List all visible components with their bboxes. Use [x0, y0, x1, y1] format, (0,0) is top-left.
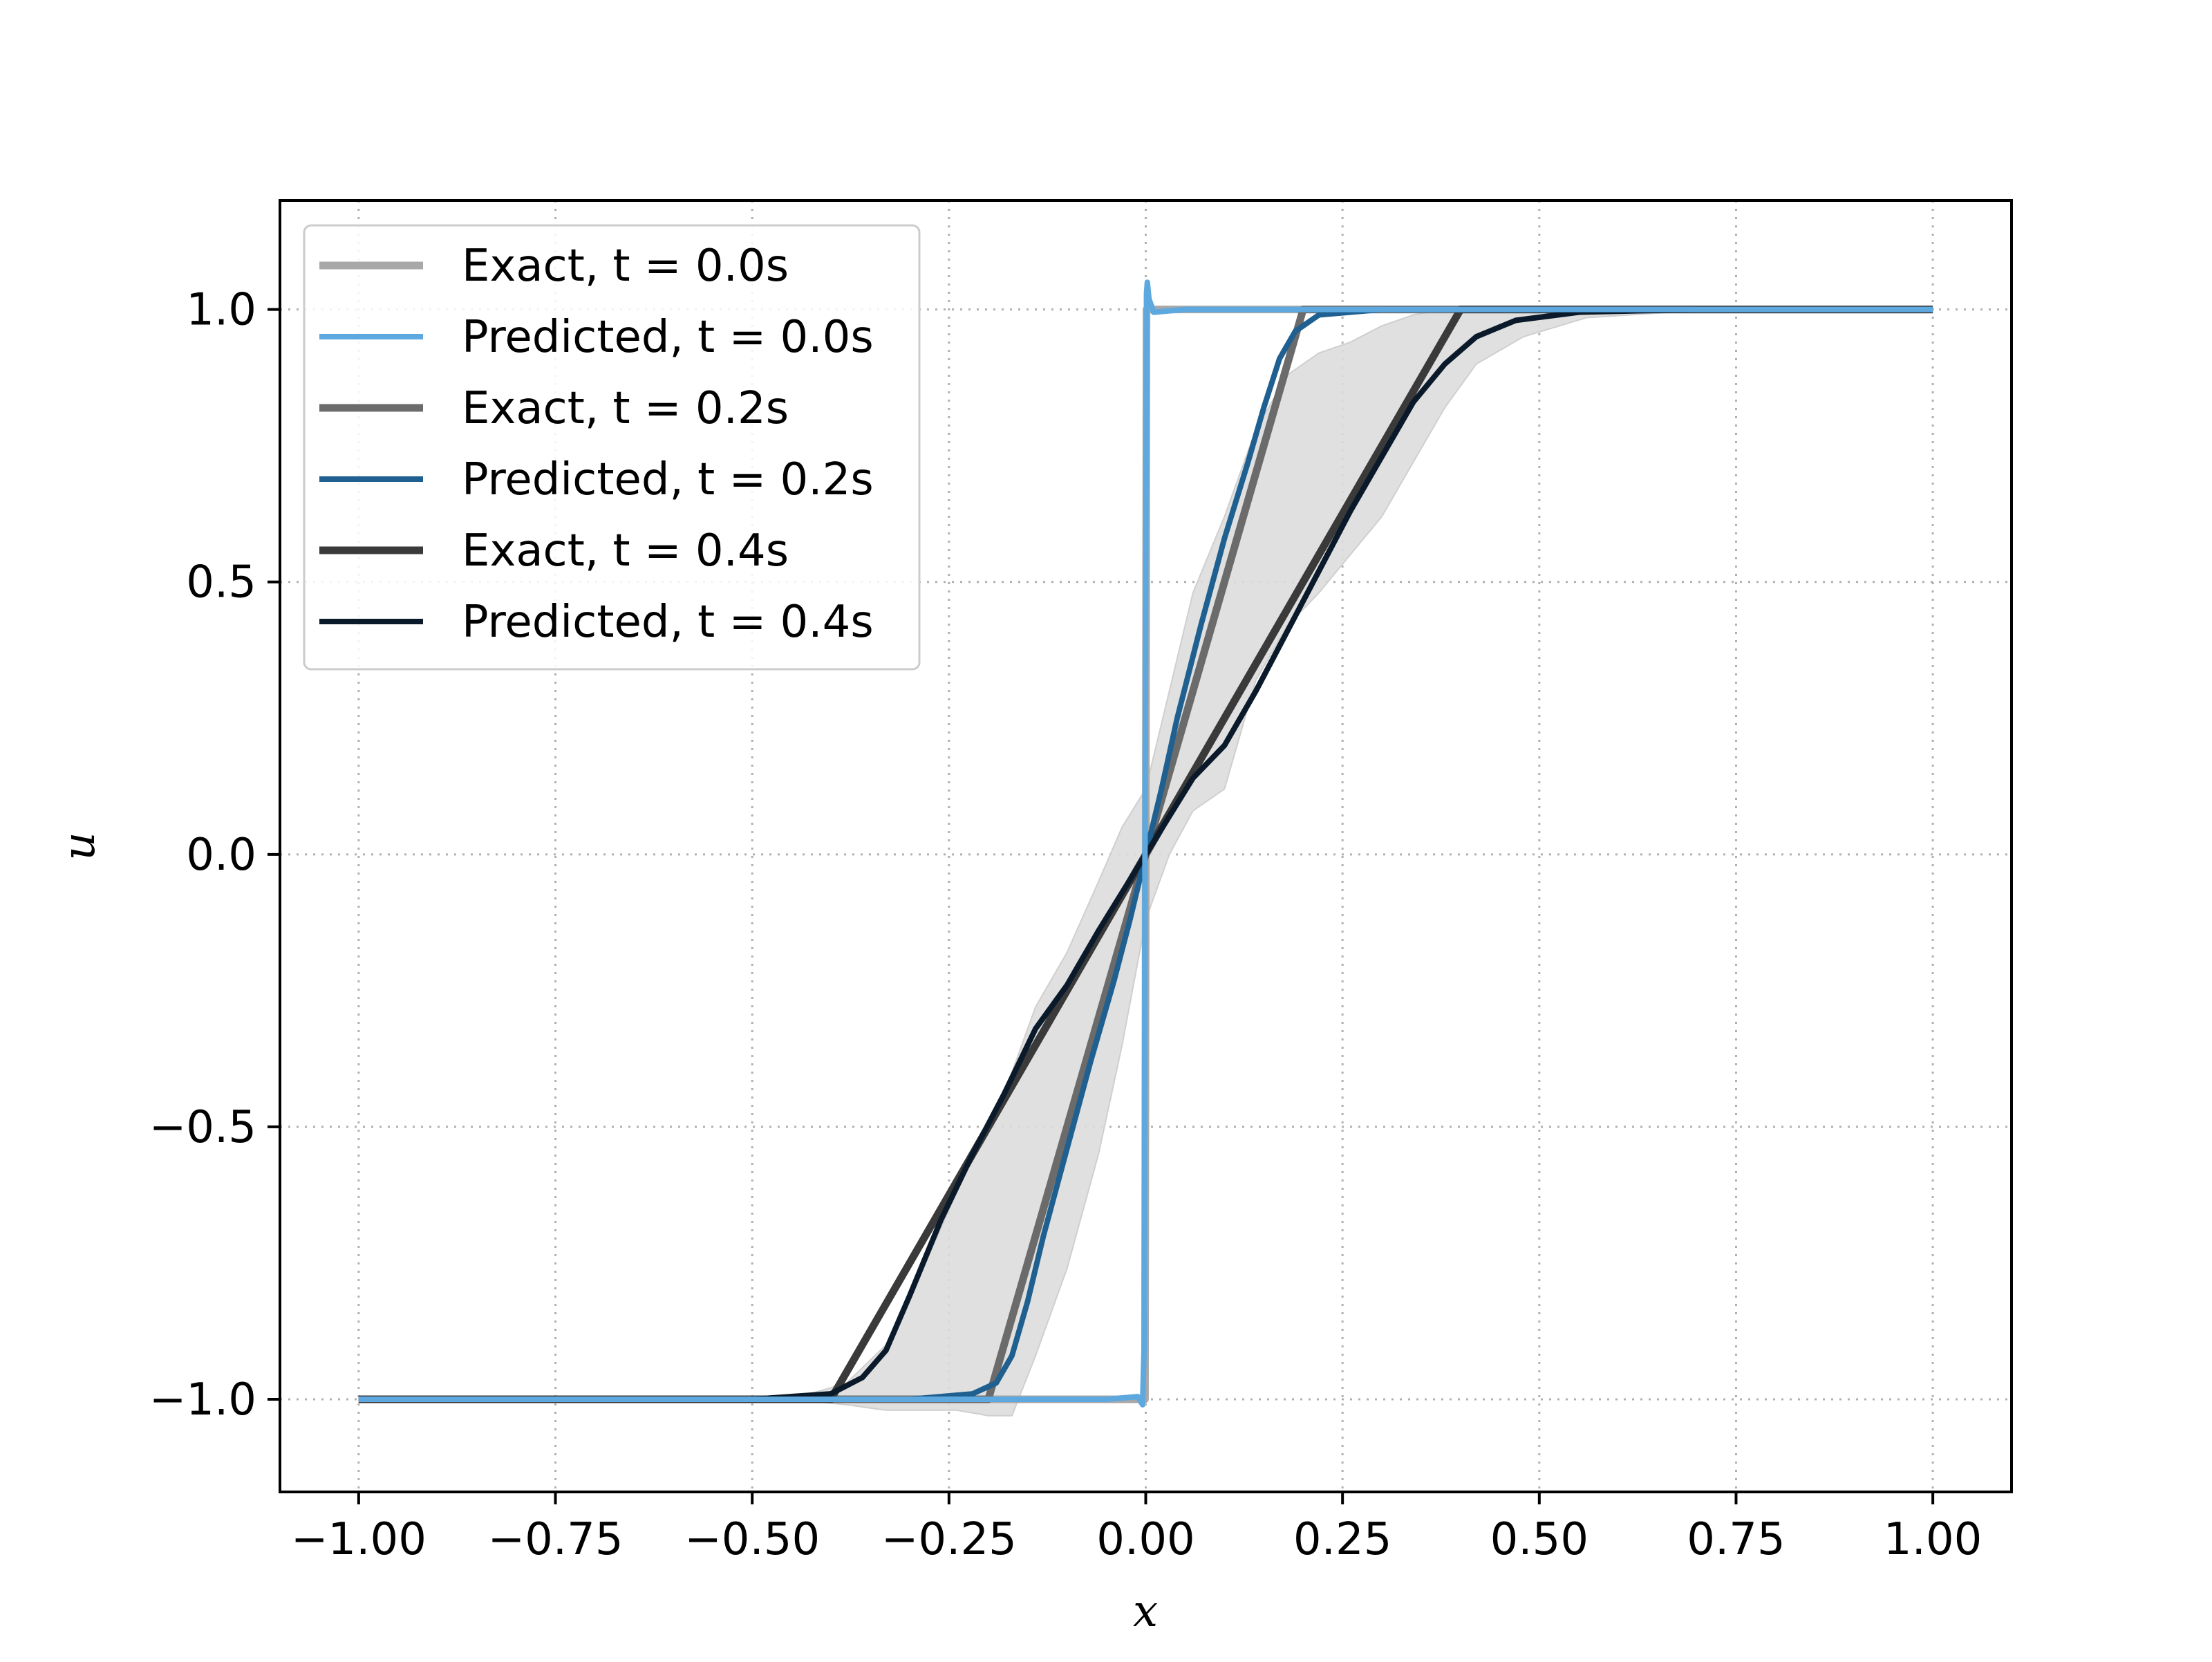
x-tick-label-8: 1.00 — [1884, 1514, 1983, 1565]
x-tick-label-1: −0.75 — [487, 1514, 623, 1565]
legend-label-exact-t-0-4s: Exact, t = 0.4s — [462, 525, 789, 577]
series-line-predicted-t-0-2s — [358, 306, 1933, 1402]
x-axis-ticks: −1.00 −0.75 −0.50 −0.25 0.00 0.25 0.50 0.75 1.00 — [291, 1492, 1983, 1565]
series-line-predicted-t-0-4s — [358, 306, 1933, 1402]
x-axis-label: x — [1133, 1586, 1158, 1637]
y-tick-label-4: 1.0 — [186, 285, 256, 336]
legend-label-predicted-t-0-4s: Predicted, t = 0.4s — [462, 597, 874, 648]
y-tick-label-2: 0.0 — [186, 830, 256, 881]
y-tick-label-3: 0.5 — [186, 557, 256, 608]
x-tick-label-5: 0.25 — [1293, 1514, 1392, 1565]
x-tick-label-7: 0.75 — [1687, 1514, 1785, 1565]
x-tick-label-3: −0.25 — [881, 1514, 1017, 1565]
legend-label-predicted-t-0-0s: Predicted, t = 0.0s — [462, 312, 874, 363]
x-tick-label-2: −0.50 — [684, 1514, 820, 1565]
y-axis-label: u — [54, 832, 105, 860]
y-tick-label-0: −1.0 — [149, 1374, 256, 1426]
series-layer — [358, 279, 1933, 1408]
y-tick-label-1: −0.5 — [149, 1102, 256, 1153]
x-tick-label-4: 0.00 — [1096, 1514, 1195, 1565]
legend-label-predicted-t-0-2s: Predicted, t = 0.2s — [462, 454, 874, 505]
legend-label-exact-t-0-0s: Exact, t = 0.0s — [462, 241, 789, 292]
legend-box — [303, 224, 921, 671]
x-tick-label-0: −1.00 — [291, 1514, 427, 1565]
legend: Exact, t = 0.0s Predicted, t = 0.0s Exact,… — [303, 224, 921, 671]
x-tick-label-6: 0.50 — [1490, 1514, 1589, 1565]
series-line-predicted-t-0-0s — [358, 279, 1933, 1408]
y-axis-ticks: −1.0 −0.5 0.0 0.5 1.0 — [149, 285, 280, 1426]
legend-label-exact-t-0-2s: Exact, t = 0.2s — [462, 383, 789, 434]
